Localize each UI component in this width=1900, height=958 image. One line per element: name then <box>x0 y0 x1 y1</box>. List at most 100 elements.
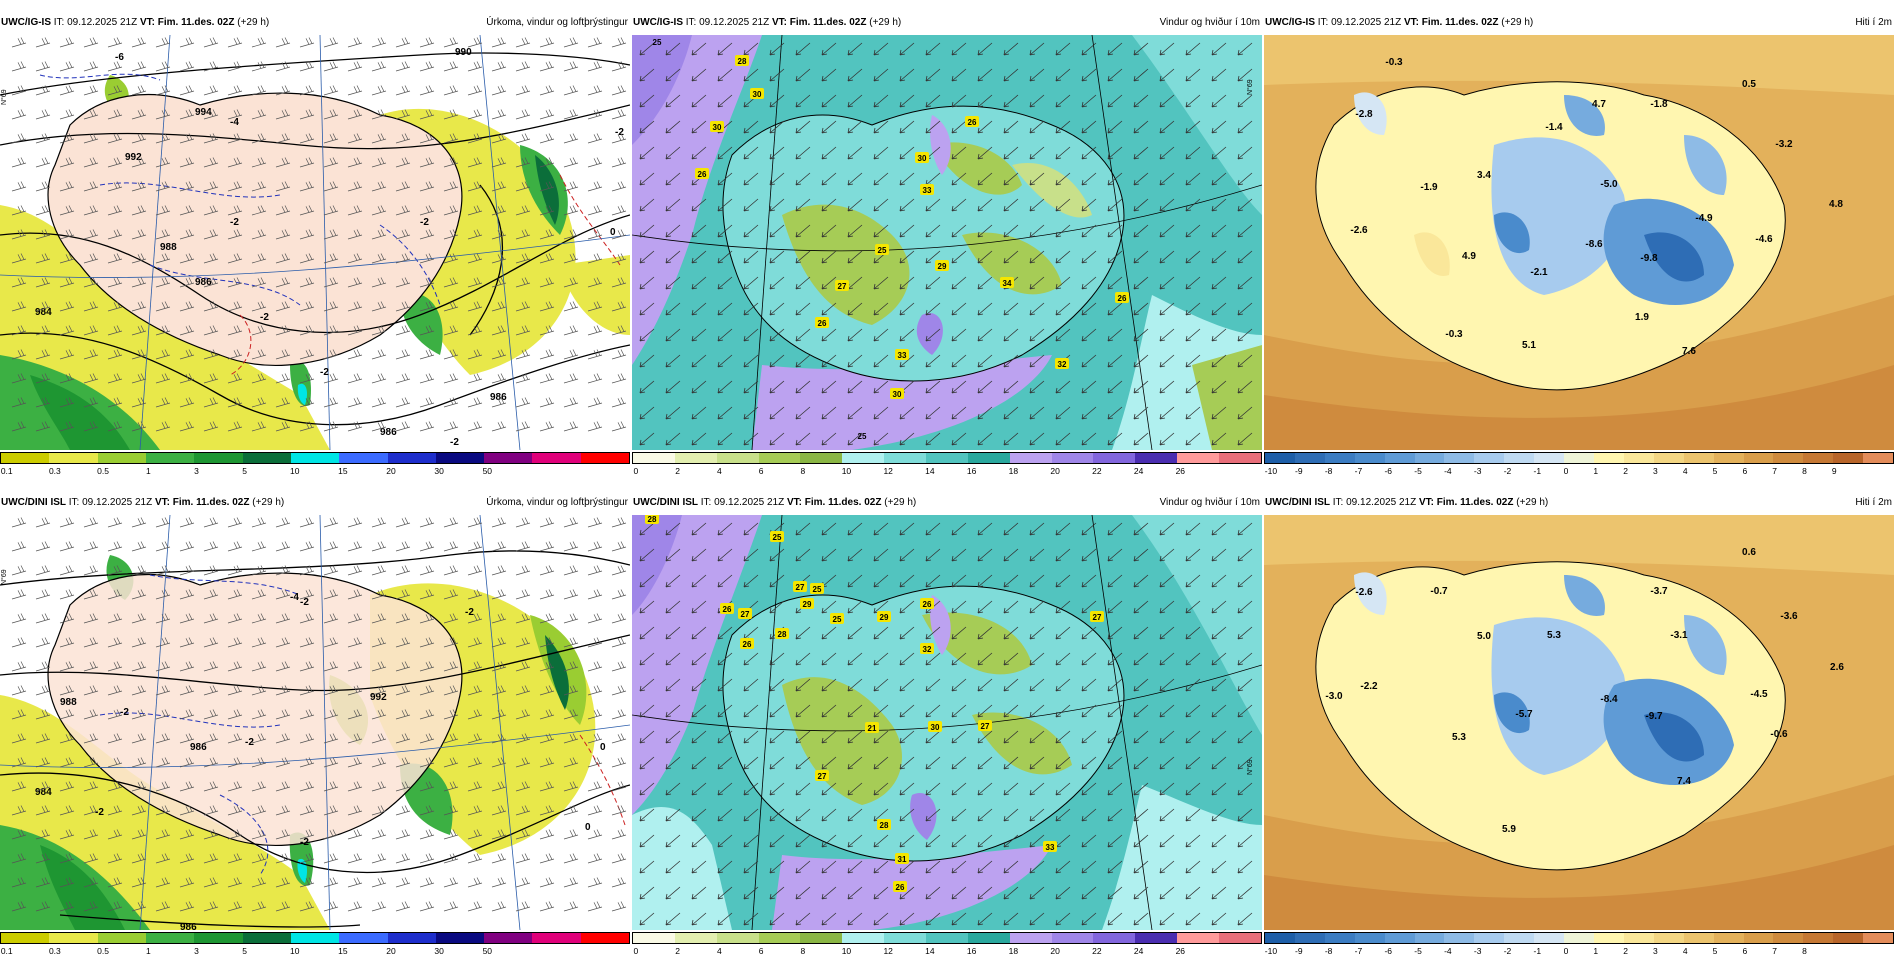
wind-arrow <box>1081 354 1097 368</box>
wind-arrow <box>951 276 967 290</box>
wind-barb <box>539 85 555 96</box>
wind-arrow <box>1107 250 1123 264</box>
wind-barb <box>251 133 267 144</box>
valid-label: VT: <box>154 497 170 508</box>
wind-barb <box>107 421 123 432</box>
wind-barb <box>11 253 27 264</box>
gust-marker <box>875 244 889 255</box>
wind-arrow <box>1029 68 1045 82</box>
wind-barb <box>83 421 99 432</box>
colorbar-tick: 20 <box>1050 466 1060 476</box>
colorbar-tick: 5 <box>242 466 248 476</box>
colorbar-swatch <box>1534 933 1565 943</box>
wind-barb <box>347 301 363 312</box>
wind-barb <box>395 541 411 552</box>
wind-arrow <box>769 68 785 82</box>
wind-arrow <box>717 782 733 796</box>
gust-marker <box>720 603 734 614</box>
wind-arrow <box>1133 626 1149 640</box>
colorbar-tick: -7 <box>1354 466 1363 476</box>
wind-barb <box>59 325 75 336</box>
colorbar-tick: -3 <box>1473 946 1482 956</box>
wind-barb <box>275 157 291 168</box>
wind-barb <box>59 829 75 840</box>
wind-barb <box>131 541 147 552</box>
wind-arrow <box>821 120 837 134</box>
wind-arrow <box>1081 626 1097 640</box>
wind-barb <box>563 277 579 288</box>
wind-barb <box>107 901 123 912</box>
wind-arrow <box>743 380 759 394</box>
wind-barb <box>491 205 507 216</box>
wind-barb <box>275 733 291 744</box>
wind-arrow <box>1185 756 1201 770</box>
wind-barb <box>491 277 507 288</box>
gust-marker <box>770 531 784 542</box>
wind-arrow <box>1133 302 1149 316</box>
model-name: UWC/DINI ISL <box>1265 497 1330 508</box>
wind-barb <box>179 637 195 648</box>
wind-arrow <box>665 834 681 848</box>
wind-arrow <box>1185 380 1201 394</box>
wind-arrow <box>795 198 811 212</box>
wind-barb <box>11 37 27 48</box>
wind-barb <box>251 37 267 48</box>
temperature-label: 5.3 <box>1547 630 1561 641</box>
wind-arrow <box>1029 886 1045 900</box>
wind-arrow <box>1211 250 1227 264</box>
wind-barb <box>347 757 363 768</box>
wind-barb <box>251 421 267 432</box>
wind-barb <box>35 589 51 600</box>
wind-barb <box>371 421 387 432</box>
colorbar-swatch <box>339 933 388 943</box>
wind-barb <box>227 853 243 864</box>
wind-arrow <box>821 198 837 212</box>
wind-barb <box>419 61 435 72</box>
wind-barb <box>467 661 483 672</box>
wind-arrow <box>1029 146 1045 160</box>
wind-barb <box>83 61 99 72</box>
wind-barb <box>11 565 27 576</box>
colorbar-swatch <box>1593 453 1624 463</box>
wind-barb <box>587 349 603 360</box>
colorbar-swatch <box>1504 453 1535 463</box>
wind-barb <box>227 109 243 120</box>
wind-arrow <box>925 302 941 316</box>
wind-arrow <box>1003 120 1019 134</box>
wind-arrow <box>743 756 759 770</box>
colorbar-swatch <box>1713 933 1744 943</box>
wind-arrow <box>821 808 837 822</box>
colorbar-swatch <box>1414 933 1445 943</box>
wind-barb <box>443 517 459 528</box>
wind-barb <box>251 661 267 672</box>
wind-barb <box>299 133 315 144</box>
colorbar-swatch <box>800 933 843 943</box>
wind-arrow <box>743 704 759 718</box>
colorbar-swatch <box>580 933 630 943</box>
wind-barb <box>371 637 387 648</box>
model-name: UWC/DINI ISL <box>1 497 66 508</box>
wind-arrow <box>873 626 889 640</box>
colorbar-swatch <box>580 453 630 463</box>
wind-barb <box>203 253 219 264</box>
colorbar-swatch <box>1444 453 1475 463</box>
wind-arrow <box>665 432 681 446</box>
wind-arrow <box>977 704 993 718</box>
colorbar-swatch <box>1414 453 1445 463</box>
wind-barb <box>611 589 627 600</box>
wind-barb <box>563 829 579 840</box>
wind-barb <box>371 613 387 624</box>
wind-arrow <box>1237 522 1253 536</box>
colorbar-swatch <box>290 453 340 463</box>
wind-arrow <box>717 704 733 718</box>
wind-barb <box>275 229 291 240</box>
wind-arrow <box>795 250 811 264</box>
wind-arrow <box>1003 730 1019 744</box>
gust-label: 27 <box>981 722 990 731</box>
wind-arrow <box>1133 652 1149 666</box>
wind-barb <box>491 685 507 696</box>
wind-barb <box>131 277 147 288</box>
wind-arrow <box>1211 198 1227 212</box>
colorbar-tick: 4 <box>716 466 722 476</box>
wind-barb <box>443 901 459 912</box>
